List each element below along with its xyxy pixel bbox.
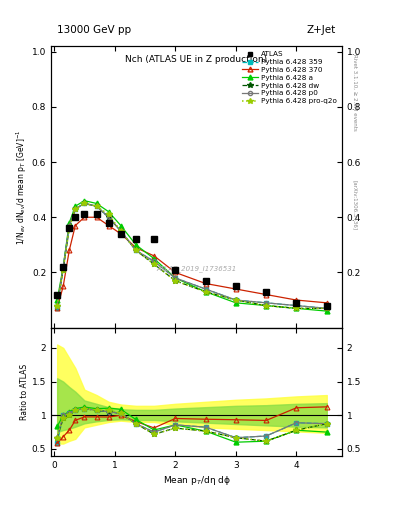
Text: 13000 GeV pp: 13000 GeV pp	[57, 25, 131, 35]
Text: Z+Jet: Z+Jet	[307, 25, 336, 35]
Legend: ATLAS, Pythia 6.428 359, Pythia 6.428 370, Pythia 6.428 a, Pythia 6.428 dw, Pyth: ATLAS, Pythia 6.428 359, Pythia 6.428 37…	[241, 50, 338, 106]
Y-axis label: Ratio to ATLAS: Ratio to ATLAS	[20, 364, 29, 420]
Text: Nch (ATLAS UE in Z production): Nch (ATLAS UE in Z production)	[125, 55, 268, 63]
Text: [arXiv:1306.3436]: [arXiv:1306.3436]	[352, 180, 357, 230]
Text: ATLAS_2019_I1736531: ATLAS_2019_I1736531	[156, 266, 237, 272]
X-axis label: Mean p$_T$/dη dϕ: Mean p$_T$/dη dϕ	[163, 474, 230, 487]
Text: Rivet 3.1.10, ≥ 2.5M events: Rivet 3.1.10, ≥ 2.5M events	[352, 54, 357, 131]
Y-axis label: 1/N$_{ev}$ dN$_{ev}$/d mean p$_T$ [GeV]$^{-1}$: 1/N$_{ev}$ dN$_{ev}$/d mean p$_T$ [GeV]$…	[15, 129, 29, 245]
